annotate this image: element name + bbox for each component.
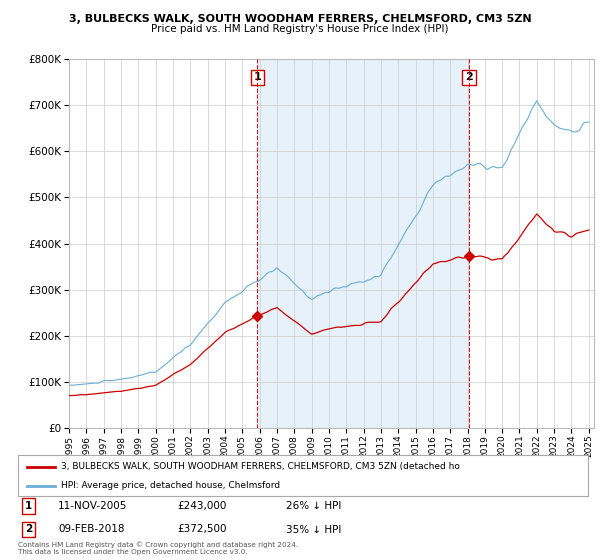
Text: 11-NOV-2005: 11-NOV-2005	[58, 501, 127, 511]
Text: £243,000: £243,000	[178, 501, 227, 511]
Text: 1: 1	[254, 72, 262, 82]
Text: 2: 2	[25, 525, 32, 534]
Text: HPI: Average price, detached house, Chelmsford: HPI: Average price, detached house, Chel…	[61, 481, 280, 490]
Text: 3, BULBECKS WALK, SOUTH WOODHAM FERRERS, CHELMSFORD, CM3 5ZN: 3, BULBECKS WALK, SOUTH WOODHAM FERRERS,…	[68, 14, 532, 24]
Text: 26% ↓ HPI: 26% ↓ HPI	[286, 501, 341, 511]
Text: 1: 1	[25, 501, 32, 511]
Text: Price paid vs. HM Land Registry's House Price Index (HPI): Price paid vs. HM Land Registry's House …	[151, 24, 449, 34]
Text: 3, BULBECKS WALK, SOUTH WOODHAM FERRERS, CHELMSFORD, CM3 5ZN (detached ho: 3, BULBECKS WALK, SOUTH WOODHAM FERRERS,…	[61, 462, 460, 471]
Text: 2: 2	[465, 72, 473, 82]
Text: 35% ↓ HPI: 35% ↓ HPI	[286, 525, 341, 534]
Text: 09-FEB-2018: 09-FEB-2018	[58, 525, 124, 534]
Bar	[257, 59, 469, 428]
Text: £372,500: £372,500	[178, 525, 227, 534]
Text: Contains HM Land Registry data © Crown copyright and database right 2024.
This d: Contains HM Land Registry data © Crown c…	[18, 542, 298, 555]
